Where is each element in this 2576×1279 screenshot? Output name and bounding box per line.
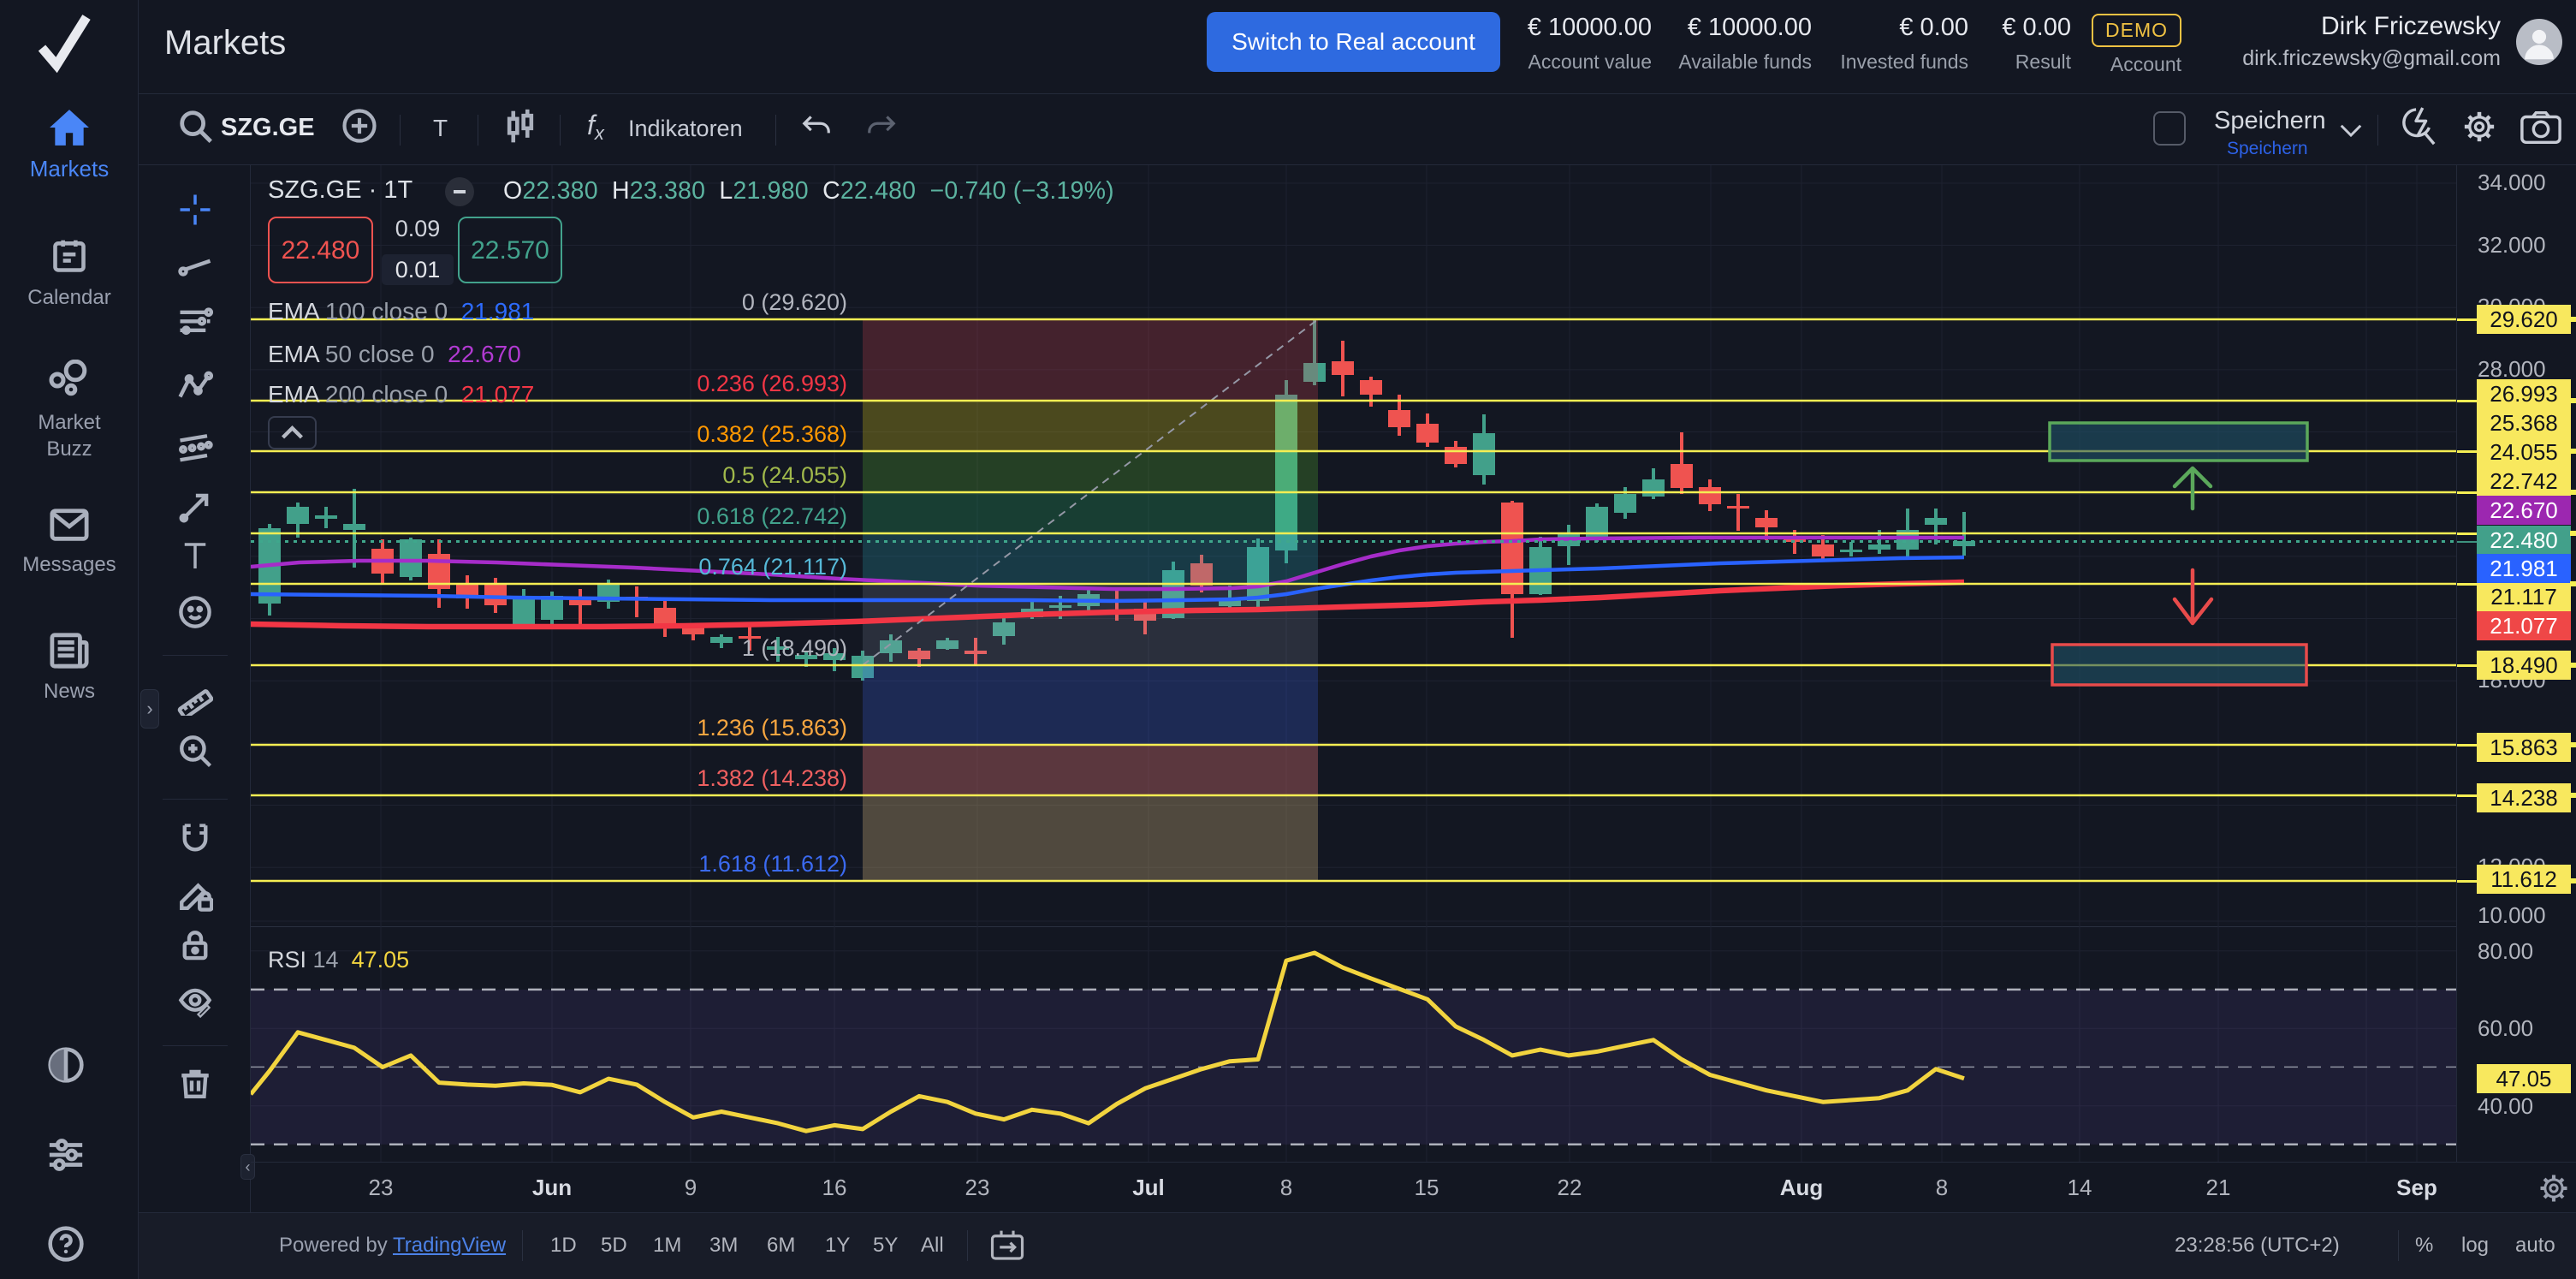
svg-text:1.236 (15.863): 1.236 (15.863) xyxy=(697,715,847,741)
svg-text:0.5 (24.055): 0.5 (24.055) xyxy=(722,462,847,488)
svg-text:0 (29.620): 0 (29.620) xyxy=(742,289,847,315)
svg-text:0.236 (26.993): 0.236 (26.993) xyxy=(697,371,847,396)
svg-text:0.382 (25.368): 0.382 (25.368) xyxy=(697,421,847,447)
svg-text:1 (18.490): 1 (18.490) xyxy=(742,635,847,661)
svg-text:0.618 (22.742): 0.618 (22.742) xyxy=(697,503,847,529)
svg-text:0.764 (21.117): 0.764 (21.117) xyxy=(698,554,847,580)
svg-text:1.382 (14.238): 1.382 (14.238) xyxy=(697,765,847,791)
svg-text:1.618 (11.612): 1.618 (11.612) xyxy=(698,851,847,877)
